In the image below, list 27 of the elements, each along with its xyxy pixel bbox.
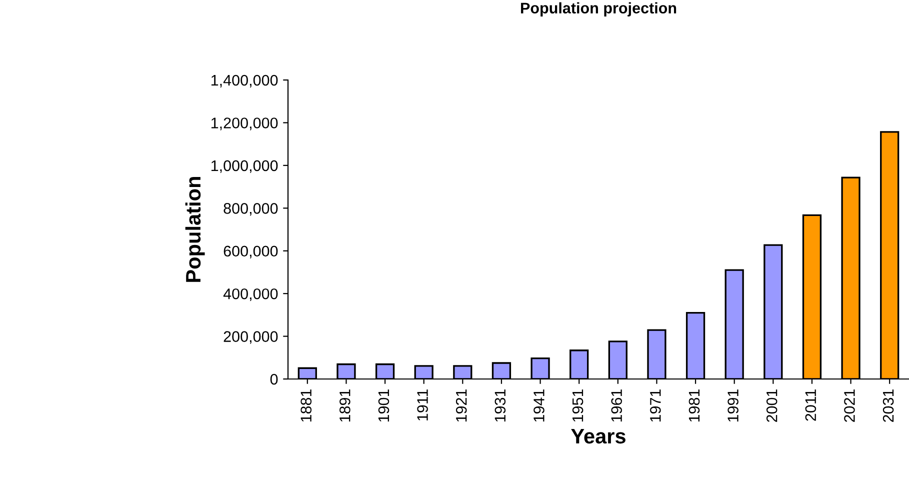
y-axis-title: Population — [185, 176, 205, 282]
x-tick-label: 1971 — [650, 389, 661, 422]
x-tick-label: 2011 — [805, 389, 816, 421]
x-tick-label: 1981 — [688, 389, 700, 422]
y-tick-label: 1,200,000 — [211, 118, 278, 130]
y-tick-label: 1,000,000 — [211, 160, 278, 173]
x-tick-label: 2031 — [882, 389, 894, 422]
x-tick-label: 1931 — [494, 389, 506, 422]
x-tick-label: 1951 — [572, 389, 584, 422]
x-tick-label: 1891 — [340, 389, 350, 422]
y-tick-label: 0 — [270, 374, 278, 385]
x-tick-label: 1921 — [456, 389, 467, 422]
x-axis-title: Years — [571, 429, 626, 444]
x-tick-label: 1961 — [611, 389, 622, 422]
x-tick-label: 1941 — [534, 389, 544, 422]
y-tick-label: 600,000 — [224, 246, 278, 258]
chart-title: Population projection — [521, 2, 676, 17]
x-tick-label: 1991 — [728, 389, 738, 422]
x-tick-label: 1911 — [417, 389, 428, 420]
y-tick-label: 200,000 — [224, 331, 278, 344]
x-tick-label: 2021 — [844, 389, 855, 422]
x-tick-label: 2001 — [766, 389, 778, 422]
y-tick-label: 800,000 — [224, 203, 278, 216]
x-tick-label: 1901 — [378, 389, 390, 422]
y-tick-label: 1,400,000 — [211, 74, 278, 88]
x-tick-label: 1881 — [300, 389, 312, 422]
y-tick-label: 400,000 — [223, 288, 278, 302]
